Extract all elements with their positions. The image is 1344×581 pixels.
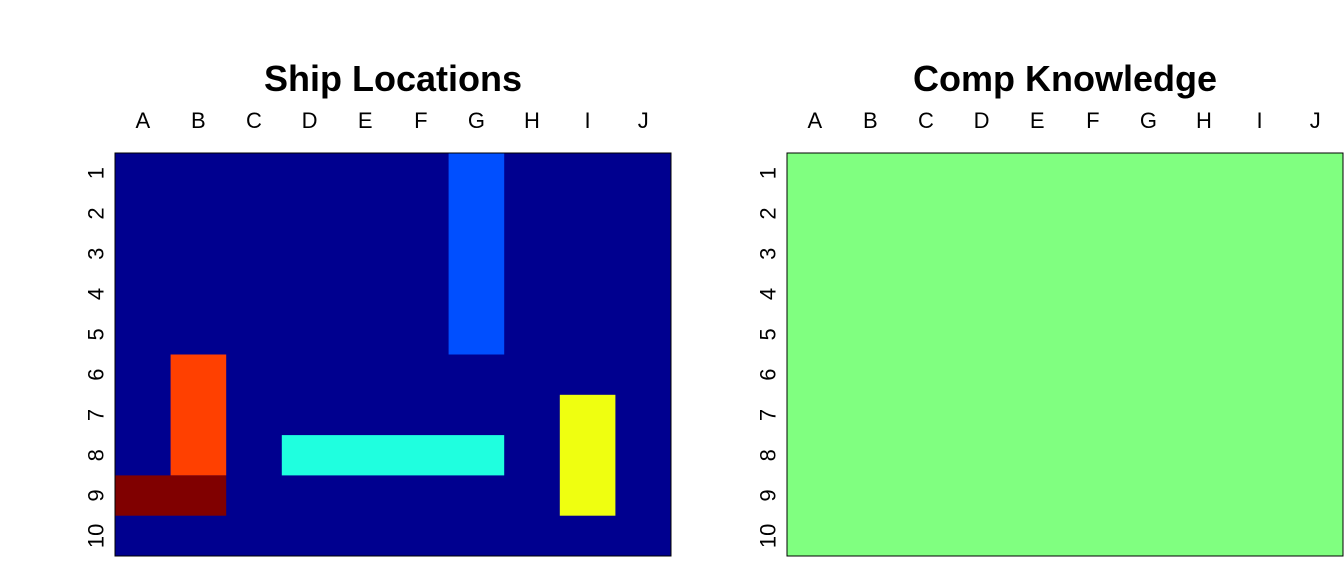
ship-locations-row-label: 7 — [84, 409, 109, 421]
comp-knowledge-column-label: G — [1140, 108, 1157, 133]
ship-locations-grid — [114, 152, 672, 557]
ship-locations-row-label: 6 — [84, 369, 109, 381]
comp-knowledge-column-label: J — [1310, 108, 1321, 133]
ship-locations-column-label: E — [358, 108, 373, 133]
comp-knowledge-grid — [786, 152, 1344, 557]
ship-locations-column-label: A — [135, 108, 150, 133]
comp-knowledge-row-label: 5 — [756, 328, 781, 340]
comp-knowledge-panel: Comp Knowledge A B C D E F G H I J 1 2 3 4 5 6 7 8 9 10 — [756, 58, 1344, 557]
comp-knowledge-row-label: 7 — [756, 409, 781, 421]
ship-locations-ship-5 — [115, 475, 227, 516]
comp-knowledge-column-label: B — [863, 108, 878, 133]
ship-locations-column-label: J — [638, 108, 649, 133]
ship-locations-column-label: I — [585, 108, 591, 133]
ship-locations-row-label: 3 — [84, 248, 109, 260]
comp-knowledge-column-label: H — [1196, 108, 1212, 133]
ship-locations-column-label: B — [191, 108, 206, 133]
comp-knowledge-column-label: D — [974, 108, 990, 133]
comp-knowledge-row-label: 2 — [756, 207, 781, 219]
comp-knowledge-title: Comp Knowledge — [913, 58, 1217, 99]
ship-locations-row-label: 4 — [84, 288, 109, 300]
ship-locations-ship-3 — [281, 435, 505, 476]
comp-knowledge-column-labels: A B C D E F G H I J — [807, 108, 1320, 133]
comp-knowledge-row-label: 4 — [756, 288, 781, 300]
comp-knowledge-column-label: A — [807, 108, 822, 133]
comp-knowledge-row-label: 1 — [756, 167, 781, 179]
ship-locations-row-label: 8 — [84, 449, 109, 461]
ship-locations-row-label: 5 — [84, 328, 109, 340]
ship-locations-grid-border — [114, 152, 672, 557]
ship-locations-ship-2 — [170, 354, 227, 476]
comp-knowledge-row-label: 9 — [756, 489, 781, 501]
comp-knowledge-row-label: 8 — [756, 449, 781, 461]
ship-locations-ship-1 — [448, 153, 505, 355]
ship-locations-ship-4 — [559, 394, 616, 516]
ship-locations-row-label: 2 — [84, 207, 109, 219]
comp-knowledge-row-label: 10 — [756, 524, 781, 548]
ship-locations-row-label: 10 — [84, 524, 109, 548]
ship-locations-row-label: 9 — [84, 489, 109, 501]
ship-locations-column-label: F — [414, 108, 427, 133]
comp-knowledge-row-label: 6 — [756, 369, 781, 381]
ship-locations-row-label: 1 — [84, 167, 109, 179]
comp-knowledge-column-label: F — [1086, 108, 1099, 133]
ship-locations-column-label: C — [246, 108, 262, 133]
ship-locations-column-label: H — [524, 108, 540, 133]
comp-knowledge-row-labels: 1 2 3 4 5 6 7 8 9 10 — [756, 167, 781, 548]
ship-locations-column-label: G — [468, 108, 485, 133]
comp-knowledge-grid-background — [787, 153, 1343, 556]
comp-knowledge-row-label: 3 — [756, 248, 781, 260]
comp-knowledge-column-label: E — [1030, 108, 1045, 133]
ship-locations-row-labels: 1 2 3 4 5 6 7 8 9 10 — [84, 167, 109, 548]
ship-locations-title: Ship Locations — [264, 58, 522, 99]
comp-knowledge-column-label: I — [1257, 108, 1263, 133]
ship-locations-panel: Ship Locations A B C D E F G H I J 1 2 3 4 5 6 7 8 9 10 — [84, 58, 672, 557]
comp-knowledge-grid-border — [786, 152, 1344, 557]
ship-locations-column-labels: A B C D E F G H I J — [135, 108, 648, 133]
ship-locations-column-label: D — [302, 108, 318, 133]
comp-knowledge-column-label: C — [918, 108, 934, 133]
